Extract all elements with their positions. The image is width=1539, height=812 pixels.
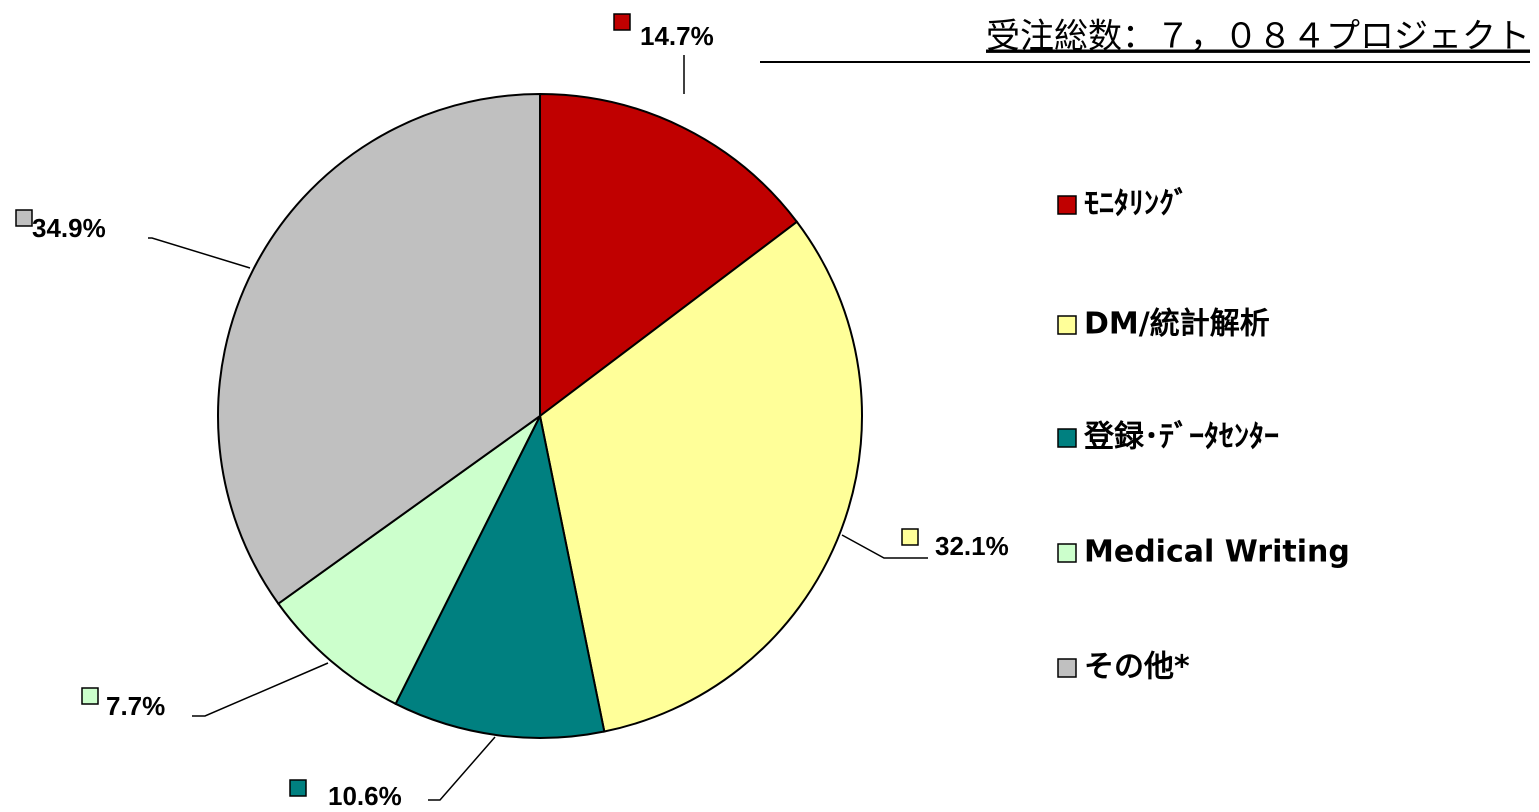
- legend-label: ﾓﾆﾀﾘﾝｸﾞ: [1084, 187, 1189, 222]
- pie-slice: [539, 92, 799, 419]
- pie-slice: [394, 412, 606, 739]
- data-label: 7.7%: [106, 691, 165, 721]
- legend-swatch: [1057, 428, 1077, 448]
- pie-slice: [217, 92, 541, 606]
- legend-label: 登録･ﾃﾞｰﾀｾﾝﾀｰ: [1083, 420, 1279, 455]
- chart-title: 受注総数：７，０８４プロジェクト: [986, 17, 1530, 57]
- legend-label: Medical Writing: [1084, 535, 1350, 570]
- label-swatch: [81, 687, 99, 705]
- legend-label: その他*: [1084, 650, 1190, 685]
- legend-swatch: [1057, 543, 1077, 563]
- leader-line: [192, 662, 329, 717]
- data-label: 14.7%: [640, 21, 714, 51]
- legend-label: DM/統計解析: [1084, 307, 1270, 342]
- leader-line: [428, 736, 496, 801]
- data-label: 32.1%: [935, 531, 1009, 561]
- data-label: 34.9%: [32, 213, 106, 243]
- label-swatch: [289, 779, 307, 797]
- pie-slice: [538, 220, 863, 733]
- legend-swatch: [1057, 658, 1077, 678]
- legend-swatch: [1057, 195, 1077, 215]
- label-swatch: [15, 209, 33, 227]
- data-label: 10.6%: [328, 781, 402, 811]
- leader-line: [148, 237, 251, 269]
- pie-slice: [276, 415, 541, 706]
- legend-swatch: [1057, 315, 1077, 335]
- label-swatch: [901, 528, 919, 546]
- leader-line: [841, 534, 928, 559]
- label-swatch: [613, 13, 631, 31]
